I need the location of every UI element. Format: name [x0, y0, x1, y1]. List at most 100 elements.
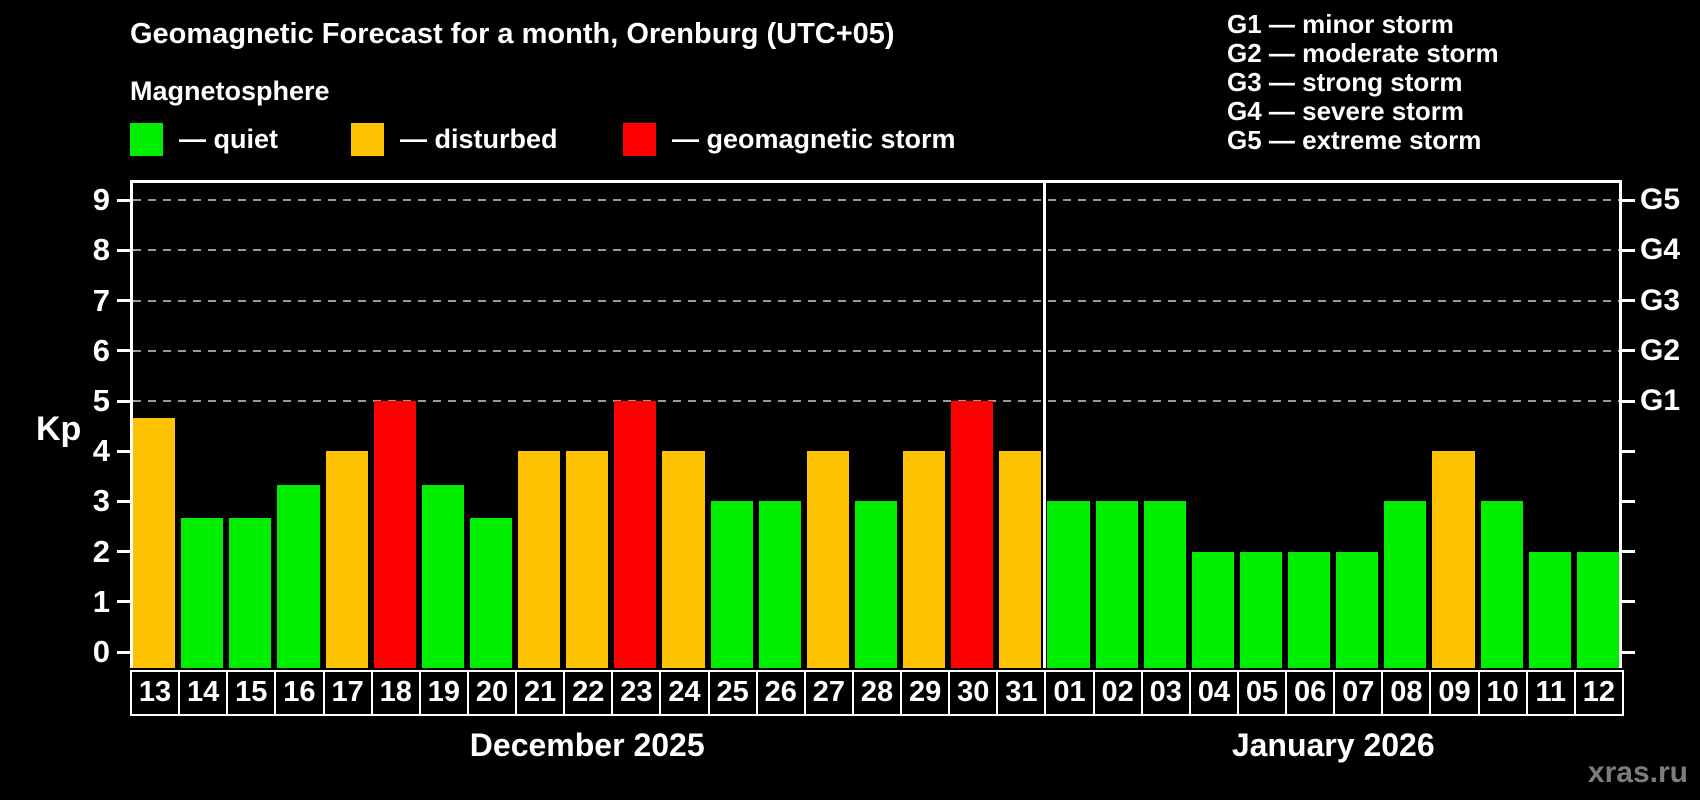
kp-bar: [1384, 501, 1427, 668]
g-scale-legend-line: G4 — severe storm: [1227, 96, 1465, 126]
y-axis-tick: [117, 600, 130, 604]
kp-bar: [325, 451, 368, 668]
plot-area: [130, 180, 1622, 668]
day-label: 24: [659, 670, 710, 716]
y-axis-tick: [117, 399, 130, 403]
y-tick-label: 5: [92, 383, 110, 418]
kp-bar: [373, 401, 416, 668]
day-label: 09: [1429, 670, 1480, 716]
legend-label-disturbed: — disturbed: [400, 124, 558, 154]
y-axis-tick: [117, 349, 130, 353]
y-axis-tick: [117, 650, 130, 654]
kp-bar: [1432, 451, 1475, 668]
day-label: 28: [851, 670, 903, 716]
gridline-kp8: [133, 249, 1619, 252]
g-scale-legend-line: G1 — minor storm: [1227, 9, 1454, 39]
y-tick-label: 9: [92, 182, 110, 218]
storm-color-swatch: [623, 123, 656, 156]
day-label: 16: [274, 670, 325, 716]
kp-bar: [469, 517, 513, 668]
y-axis-tick: [117, 449, 130, 453]
kp-bar: [1239, 551, 1283, 668]
kp-bar: [1576, 551, 1619, 668]
g-axis-tick: [1622, 248, 1635, 252]
g-axis-tick: [1622, 449, 1635, 453]
y-tick-label: 4: [92, 433, 110, 469]
day-label: 30: [948, 670, 999, 716]
legend-item-disturbed: — disturbed: [351, 122, 558, 157]
kp-bar: [566, 451, 609, 668]
y-tick-label: 3: [92, 483, 110, 519]
kp-bar: [1336, 551, 1379, 668]
kp-bar: [229, 517, 272, 668]
y-tick-label: 7: [92, 282, 110, 318]
day-label: 27: [803, 670, 854, 716]
day-label: 03: [1140, 670, 1191, 716]
month-divider: [1042, 183, 1046, 668]
day-label: 21: [515, 670, 566, 716]
day-label: 06: [1285, 670, 1336, 716]
day-label: 11: [1525, 670, 1576, 716]
y-axis-tick: [117, 248, 130, 252]
y-tick-label: 8: [92, 232, 110, 268]
day-label: 04: [1188, 670, 1239, 716]
day-label: 13: [130, 670, 181, 716]
g-tick-label: G1: [1640, 384, 1681, 417]
kp-bar: [951, 401, 994, 668]
y-tick-label: 6: [92, 332, 110, 368]
kp-bar: [662, 451, 705, 668]
kp-bar: [1095, 501, 1138, 668]
day-label: 07: [1333, 670, 1384, 716]
kp-bar: [758, 501, 801, 668]
g-tick-label: G3: [1640, 283, 1681, 317]
day-label: 02: [1092, 670, 1143, 716]
day-label: 10: [1477, 670, 1528, 716]
gridline-kp9: [133, 199, 1619, 202]
kp-bar: [1480, 501, 1523, 668]
kp-bar: [903, 451, 946, 668]
day-label: 12: [1573, 670, 1624, 716]
kp-bar: [999, 451, 1042, 668]
g-scale-legend-line: G5 — extreme storm: [1227, 125, 1482, 155]
kp-bar: [1288, 551, 1331, 668]
g-tick-label: G5: [1640, 183, 1681, 217]
y-axis-tick: [117, 499, 130, 503]
g-tick-label: G4: [1640, 233, 1681, 267]
y-axis-tick: [117, 299, 130, 303]
g-axis-tick: [1622, 499, 1635, 503]
day-label: 31: [996, 670, 1047, 716]
y-tick-label: 1: [92, 583, 110, 619]
day-label: 15: [226, 670, 277, 716]
disturbed-color-swatch: [351, 123, 384, 156]
kp-bar: [854, 501, 898, 668]
kp-bar: [806, 451, 849, 668]
kp-bar: [1528, 551, 1571, 668]
day-label: 08: [1381, 670, 1432, 716]
day-label: 17: [322, 670, 373, 716]
kp-bar: [1143, 501, 1186, 668]
gridline-kp7: [133, 299, 1619, 302]
gridline-kp6: [133, 349, 1619, 352]
g-axis-tick: [1622, 198, 1635, 202]
chart-title: Geomagnetic Forecast for a month, Orenbu…: [130, 18, 895, 50]
month-label: December 2025: [469, 727, 705, 763]
legend-label-quiet: — quiet: [179, 124, 278, 154]
y-axis-tick: [117, 550, 130, 554]
g-scale-legend-line: G3 — strong storm: [1227, 67, 1463, 97]
g-tick-label: G2: [1640, 333, 1681, 367]
kp-bar: [421, 484, 464, 668]
kp-bar: [1191, 551, 1234, 668]
legend-item-storm: — geomagnetic storm: [623, 122, 956, 157]
kp-bar: [710, 501, 753, 668]
g-axis-tick: [1622, 299, 1635, 303]
magnetosphere-label: Magnetosphere: [130, 76, 330, 106]
g-axis-tick: [1622, 550, 1635, 554]
kp-bar: [614, 401, 657, 668]
month-label: January 2026: [1231, 727, 1435, 763]
day-label: 22: [563, 670, 614, 716]
g-axis-tick: [1622, 399, 1635, 403]
kp-bar: [1047, 501, 1090, 668]
y-tick-label: 0: [92, 634, 110, 669]
day-label: 25: [707, 670, 758, 716]
